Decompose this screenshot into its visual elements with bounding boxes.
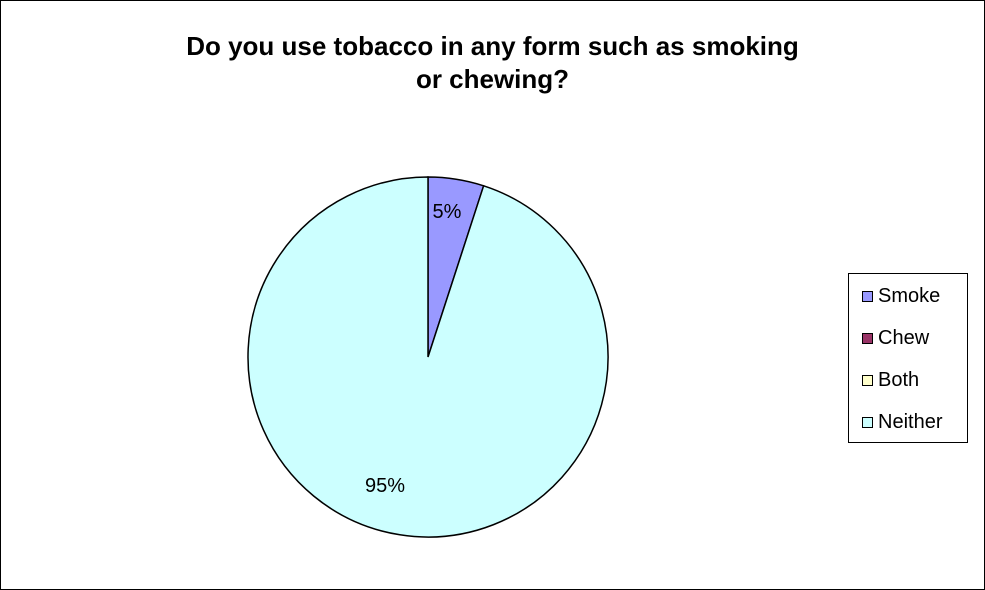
chart-title-line-1: Do you use tobacco in any form such as s…: [186, 31, 799, 61]
chart-title-line-2: or chewing?: [415, 64, 570, 94]
legend-item-smoke: Smoke: [862, 284, 940, 308]
legend-item-chew: Chew: [862, 326, 929, 350]
legend-label-smoke: Smoke: [878, 284, 941, 307]
legend-swatch-both: [862, 374, 873, 386]
legend-item-both: Both: [862, 368, 919, 392]
chart-title: Do you use tobacco in any form such as s…: [0, 30, 985, 96]
legend-swatch-smoke: [862, 290, 873, 302]
data-label-smoke: 5%: [433, 201, 462, 223]
legend-swatch-chew: [862, 332, 873, 344]
legend-swatch-neither: [862, 416, 873, 428]
data-label-neither: 95%: [365, 475, 405, 497]
legend-label-neither: Neither: [878, 410, 943, 433]
legend-item-neither: Neither: [862, 410, 942, 434]
legend-label-both: Both: [878, 368, 920, 391]
legend-label-chew: Chew: [878, 326, 930, 349]
pie-slice-neither: [247, 176, 609, 538]
chart-legend: Smoke Chew Both Neither: [848, 273, 968, 443]
